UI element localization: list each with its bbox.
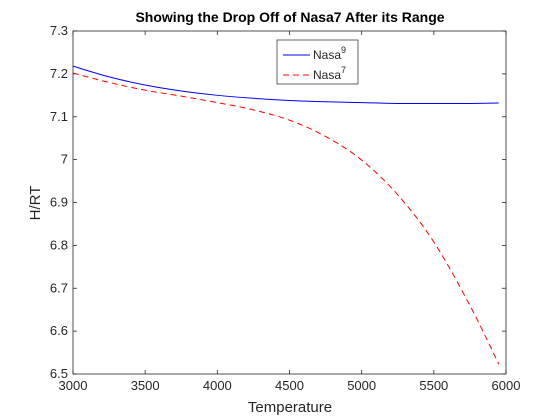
x-tick-label: 3000 [59, 378, 88, 393]
y-tick-label: 6.9 [50, 195, 68, 210]
x-tick-label: 3500 [131, 378, 160, 393]
plot-frame [72, 30, 507, 375]
y-tick-label: 7.3 [50, 23, 68, 38]
x-tick-label: 6000 [492, 378, 521, 393]
y-tick-label: 6.5 [50, 366, 68, 381]
x-axis: 3000 3500 4000 4500 5000 5500 6000 [59, 31, 521, 393]
legend: Nasa9 Nasa7 [276, 39, 359, 85]
legend-box [276, 39, 359, 85]
x-tick-label: 5500 [419, 378, 448, 393]
plot-area: 3000 3500 4000 4500 5000 5500 6000 6.56.66.76.… [50, 23, 521, 393]
series-line-nasa7 [72, 72, 500, 365]
chart-title: Showing the Drop Off of Nasa7 After its … [135, 9, 444, 25]
y-tick-label: 6.8 [50, 237, 68, 252]
y-tick-label: 7.1 [50, 109, 68, 124]
series-line-nasa9 [72, 65, 499, 105]
y-tick-label: 7.2 [50, 66, 68, 81]
x-tick-label: 4500 [275, 378, 304, 393]
x-axis-label: Temperature [248, 399, 332, 416]
x-tick-label: 4000 [203, 378, 232, 393]
y-axis-label: H/RT [27, 186, 44, 221]
y-tick-label: 6.6 [50, 323, 68, 338]
y-tick-label: 6.7 [50, 280, 68, 295]
legend-label: Nasa7 [313, 65, 346, 82]
x-tick-label: 5000 [347, 378, 376, 393]
y-tick-label: 7 [61, 152, 68, 167]
legend-label: Nasa9 [313, 45, 346, 62]
series-layer [72, 65, 500, 365]
y-axis: 6.5 6.6 6.7 6.8 6.9 7 7.1 7.2 7.3 [50, 23, 506, 381]
